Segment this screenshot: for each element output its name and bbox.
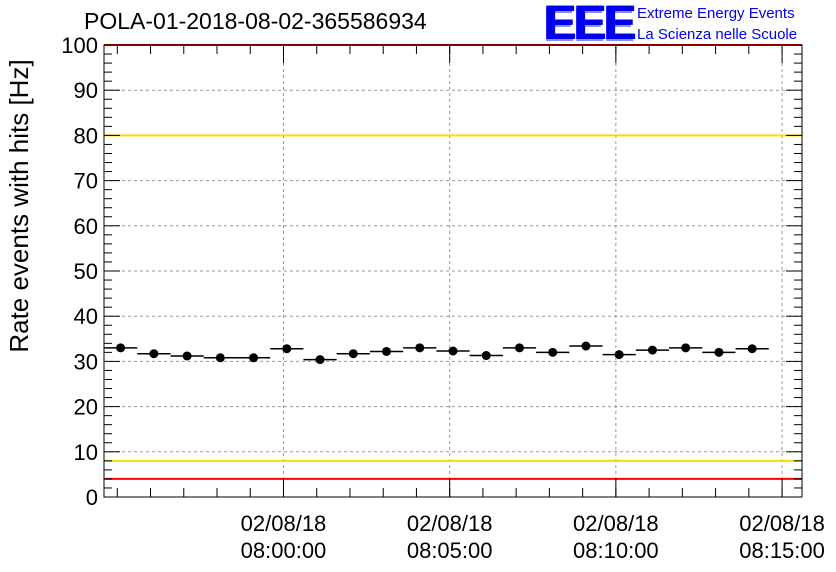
data-point <box>382 346 392 356</box>
data-point <box>514 343 524 353</box>
data-point <box>581 341 591 351</box>
data-point <box>282 344 292 354</box>
data-point <box>747 344 757 354</box>
logo-text-line1: Extreme Energy Events <box>637 5 795 22</box>
axis-labels: 010203040506070809010002/08/1808:00:0002… <box>61 33 825 563</box>
data-point <box>681 343 691 353</box>
x-tick-label-time: 08:15:00 <box>739 538 825 563</box>
data-point <box>548 347 558 357</box>
x-tick-label-date: 02/08/18 <box>241 511 327 536</box>
data-point <box>448 346 458 356</box>
x-tick-label-date: 02/08/18 <box>573 511 659 536</box>
data-point <box>249 353 259 363</box>
y-tick-label: 20 <box>74 395 98 420</box>
eee-logo-mark: EEE <box>543 0 635 50</box>
y-tick-label: 80 <box>74 123 98 148</box>
y-tick-label: 60 <box>74 214 98 239</box>
y-tick-label: 50 <box>74 259 98 284</box>
reference-lines <box>104 44 802 480</box>
data-point <box>415 343 425 353</box>
logo-text-line2: La Scienza nelle Scuole <box>637 26 798 43</box>
x-tick-label-date: 02/08/18 <box>407 511 493 536</box>
y-tick-label: 30 <box>74 349 98 374</box>
x-tick-label-time: 08:05:00 <box>407 538 493 563</box>
chart-title: POLA-01-2018-08-02-365586934 <box>84 8 427 34</box>
y-tick-label: 0 <box>86 485 98 510</box>
y-tick-label: 40 <box>74 304 98 329</box>
data-point <box>149 349 159 359</box>
data-point <box>348 349 358 359</box>
data-point <box>614 350 624 360</box>
data-point <box>182 351 192 361</box>
x-tick-label-date: 02/08/18 <box>739 511 825 536</box>
y-tick-label: 10 <box>74 440 98 465</box>
data-point <box>714 347 724 357</box>
y-tick-label: 90 <box>74 78 98 103</box>
x-tick-label-time: 08:10:00 <box>573 538 659 563</box>
data-point <box>647 345 657 355</box>
data-points <box>104 341 769 365</box>
data-point <box>215 353 225 363</box>
y-tick-label: 100 <box>61 33 98 58</box>
data-point <box>481 351 491 361</box>
y-axis-title: Rate events with hits [Hz] <box>4 59 34 352</box>
axis-ticks <box>104 44 802 498</box>
data-point <box>116 343 126 353</box>
x-tick-label-time: 08:00:00 <box>241 538 327 563</box>
grid-lines <box>104 45 802 497</box>
data-point <box>315 355 325 365</box>
eee-logo: EEE Extreme Energy Events La Scienza nel… <box>543 0 833 50</box>
y-tick-label: 70 <box>74 169 98 194</box>
